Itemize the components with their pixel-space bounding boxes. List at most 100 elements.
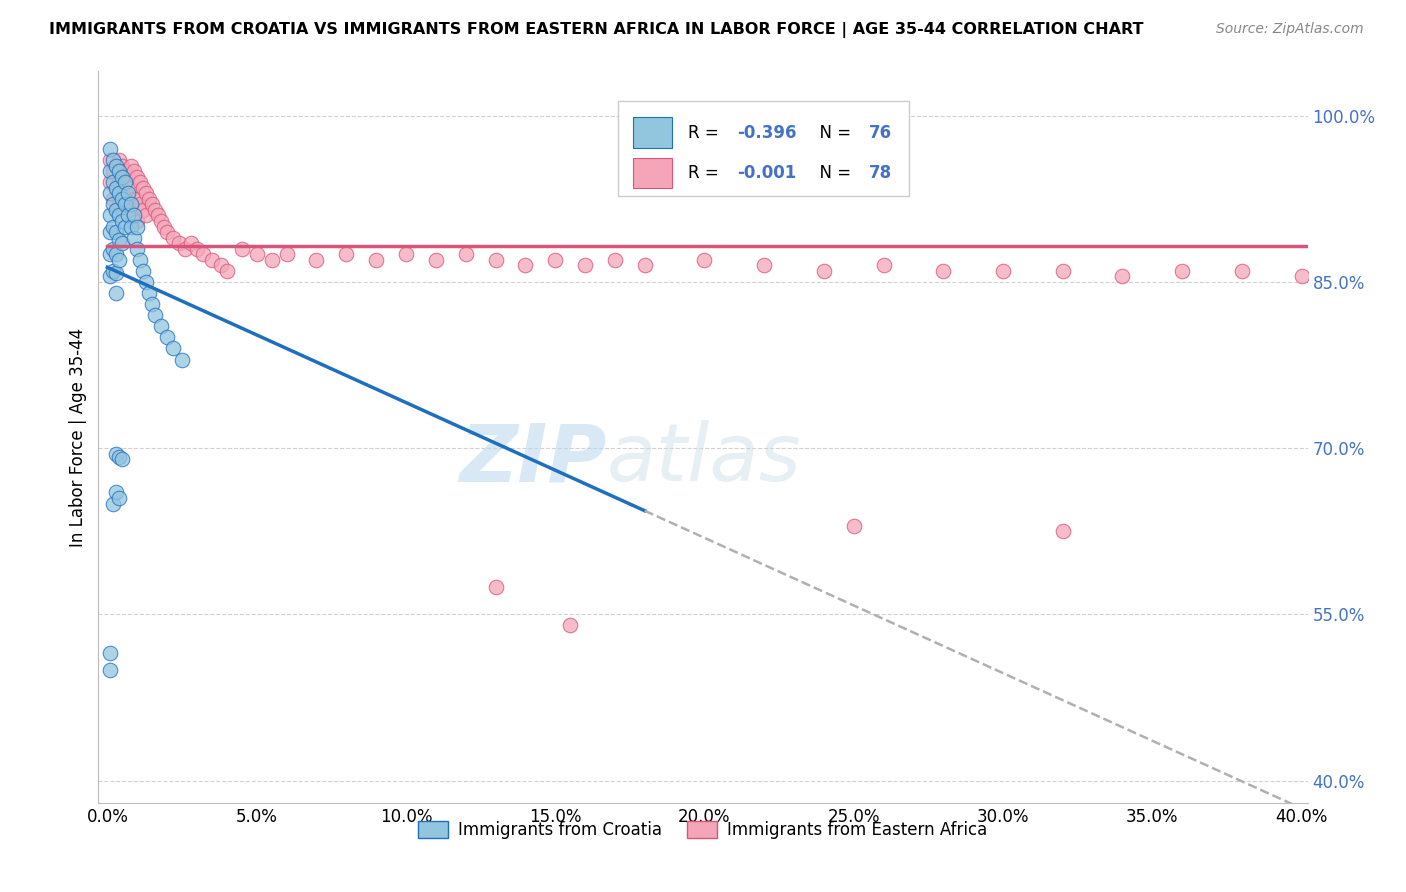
Point [425,252,447,267]
Point [105,225,128,239]
Point [129,197,152,211]
Text: N =: N = [810,164,856,182]
Text: R =: R = [689,164,724,182]
Point [103,164,125,178]
Point [98,225,121,239]
Point [103,497,125,511]
Point [135,186,157,201]
Point [693,252,716,267]
Point [634,258,657,272]
Point [108,252,131,267]
Point [105,180,128,194]
Point [167,236,190,251]
Point [1052,524,1074,539]
Point [120,197,142,211]
Point [120,159,142,173]
Point [162,230,184,244]
Point [231,242,253,256]
Point [108,164,131,178]
Point [138,192,160,206]
Point [108,209,131,223]
Point [991,264,1014,278]
Y-axis label: In Labor Force | Age 35-44: In Labor Force | Age 35-44 [69,327,87,547]
Point [98,142,121,156]
Point [127,192,149,206]
Point [260,252,283,267]
Point [108,153,131,167]
FancyBboxPatch shape [633,158,672,188]
Legend: Immigrants from Croatia, Immigrants from Eastern Africa: Immigrants from Croatia, Immigrants from… [412,814,994,846]
Point [111,180,134,194]
Point [122,192,145,206]
Point [108,175,131,189]
Point [117,197,139,211]
Point [120,202,142,217]
Point [98,663,121,677]
Point [138,285,160,300]
Point [1230,264,1253,278]
Point [560,618,582,632]
Point [454,247,477,261]
Point [141,297,163,311]
Point [276,247,298,261]
Point [105,247,128,261]
Point [132,180,155,194]
FancyBboxPatch shape [633,118,672,148]
Point [209,258,232,272]
Text: N =: N = [810,124,856,142]
Point [98,646,121,660]
Point [114,186,136,201]
Point [103,219,125,234]
Point [122,230,145,244]
Point [111,452,134,467]
Point [108,450,131,464]
Point [191,247,214,261]
Point [842,518,865,533]
Point [103,192,125,206]
Point [153,219,176,234]
Point [111,214,134,228]
Point [117,186,139,201]
Text: R =: R = [689,124,724,142]
Point [111,192,134,206]
Point [156,330,179,344]
Point [170,352,193,367]
Point [122,209,145,223]
Point [117,209,139,223]
Point [108,491,131,505]
Point [395,247,418,261]
Point [98,153,121,167]
Text: 78: 78 [869,164,891,182]
Point [103,242,125,256]
Point [114,175,136,189]
Point [111,236,134,251]
Point [1111,269,1133,284]
Text: IMMIGRANTS FROM CROATIA VS IMMIGRANTS FROM EASTERN AFRICA IN LABOR FORCE | AGE 3: IMMIGRANTS FROM CROATIA VS IMMIGRANTS FR… [49,22,1143,38]
Point [114,164,136,178]
Text: -0.001: -0.001 [737,164,796,182]
Point [141,197,163,211]
Point [156,225,179,239]
Point [150,319,173,334]
Point [98,164,121,178]
Point [127,242,149,256]
Text: ZIP: ZIP [458,420,606,498]
Point [484,252,506,267]
Point [105,202,128,217]
Point [932,264,955,278]
Point [186,242,208,256]
Text: atlas: atlas [606,420,801,498]
Point [105,485,128,500]
Point [132,264,155,278]
Point [127,214,149,228]
Point [364,252,387,267]
Point [150,214,173,228]
Point [98,175,121,189]
Point [114,219,136,234]
Point [515,258,537,272]
Point [180,236,202,251]
Point [246,247,269,261]
Point [544,252,567,267]
Point [103,197,125,211]
Point [117,169,139,184]
